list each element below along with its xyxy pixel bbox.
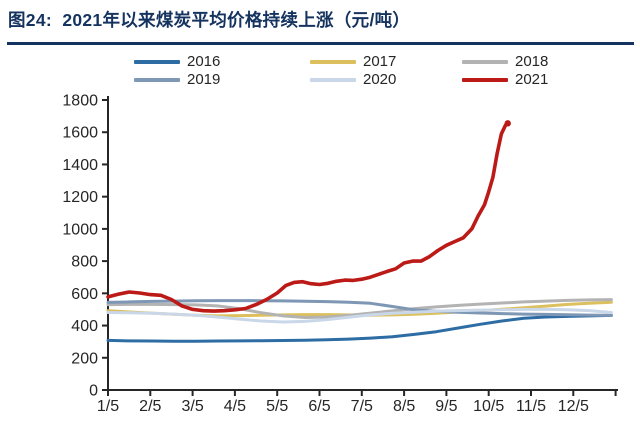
x-axis-ticks: 1/5 2/5 3/5 4/5 5/5 6/5 7/5 8/5 9/5 10/5 11/5 12/5 (97, 390, 617, 415)
x-tick-label: 6/5 (308, 398, 330, 415)
series-2016 (106, 313, 613, 343)
y-tick-label: 200 (71, 350, 98, 367)
legend-line-swatch-icon (134, 77, 180, 82)
x-tick-label: 4/5 (224, 398, 246, 415)
y-tick-label: 1400 (62, 157, 98, 174)
y-tick-label: 1800 (62, 93, 98, 110)
legend-label: 2021 (515, 71, 549, 88)
x-tick-label: 12/5 (558, 398, 589, 415)
y-tick-label: 600 (71, 286, 98, 303)
legend-label: 2019 (187, 71, 221, 88)
title-divider (7, 42, 634, 45)
y-tick-label: 1200 (62, 189, 98, 206)
y-tick-label: 0 (89, 383, 98, 400)
legend-label: 2020 (363, 71, 397, 88)
legend-line-swatch-icon (462, 59, 508, 64)
legend-line-swatch-icon (310, 77, 356, 82)
legend-label: 2016 (187, 53, 221, 70)
x-tick-label: 3/5 (181, 398, 203, 415)
series-2018 (106, 298, 613, 319)
y-tick-label: 800 (71, 254, 98, 271)
x-tick-label: 8/5 (393, 398, 415, 415)
legend-line-swatch-icon (462, 77, 508, 82)
x-tick-label: 2/5 (139, 398, 161, 415)
legend-item-2016: 2016 (134, 53, 310, 70)
chart-legend: 2016 2017 2018 2019 2020 2021 (134, 53, 548, 88)
legend-line-swatch-icon (134, 59, 180, 64)
series-end-marker (504, 120, 511, 127)
series-2019 (106, 299, 613, 317)
axes (107, 96, 618, 391)
legend-item-2017: 2017 (310, 53, 462, 70)
legend-item-2021: 2021 (462, 71, 548, 88)
x-tick-label: 9/5 (435, 398, 457, 415)
legend-item-2019: 2019 (134, 71, 310, 88)
y-tick-label: 1000 (62, 221, 98, 238)
series-2020 (106, 307, 613, 324)
y-axis-ticks: 0 200 400 600 800 1000 1200 1400 1600 1800 (62, 93, 108, 400)
chart-title: 图24: 2021年以来煤炭平均价格持续上涨（元/吨） (8, 10, 411, 30)
x-tick-label: 1/5 (97, 398, 119, 415)
legend-item-2018: 2018 (462, 53, 548, 70)
legend-label: 2018 (515, 53, 549, 70)
legend-label: 2017 (363, 53, 397, 70)
y-tick-label: 400 (71, 318, 98, 335)
x-tick-label: 11/5 (516, 398, 546, 415)
x-tick-label: 7/5 (351, 398, 373, 415)
x-tick-label: 10/5 (473, 398, 504, 415)
y-tick-label: 1600 (62, 125, 98, 142)
series-2021 (106, 120, 511, 313)
x-tick-label: 5/5 (266, 398, 288, 415)
legend-line-swatch-icon (310, 59, 356, 64)
legend-item-2020: 2020 (310, 71, 462, 88)
